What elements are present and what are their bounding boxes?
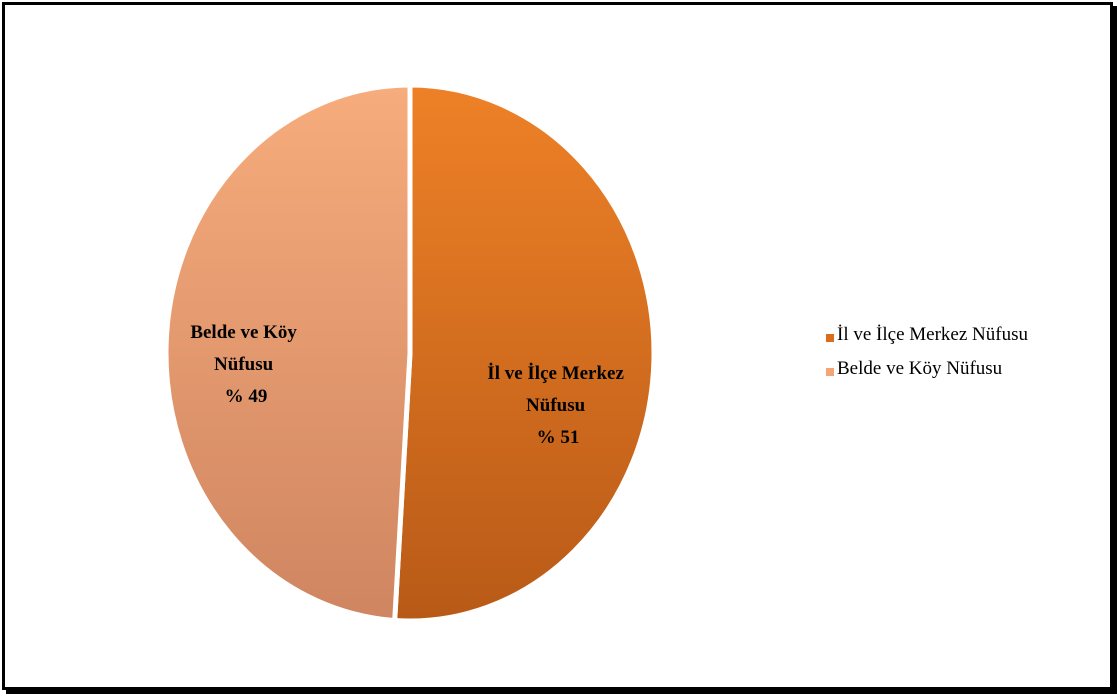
pie-slice-il-ilce [392,82,657,624]
pie-slice-belde-koy [163,82,413,623]
legend-swatch [826,367,834,376]
slice-label-il-ilce: İl ve İlçe Merkez Nüfusu % 51 [487,363,628,448]
slice-label-belde-koy: Belde ve Köy Nüfusu % 49 [190,322,301,407]
legend: İl ve İlçe Merkez Nüfusu Belde ve Köy Nü… [826,318,1028,386]
legend-swatch [826,333,834,342]
legend-item-belde-koy: Belde ve Köy Nüfusu [826,352,1028,386]
legend-label: Belde ve Köy Nüfusu [837,358,1003,379]
legend-item-il-ilce: İl ve İlçe Merkez Nüfusu [826,318,1028,352]
legend-label: İl ve İlçe Merkez Nüfusu [837,324,1028,345]
